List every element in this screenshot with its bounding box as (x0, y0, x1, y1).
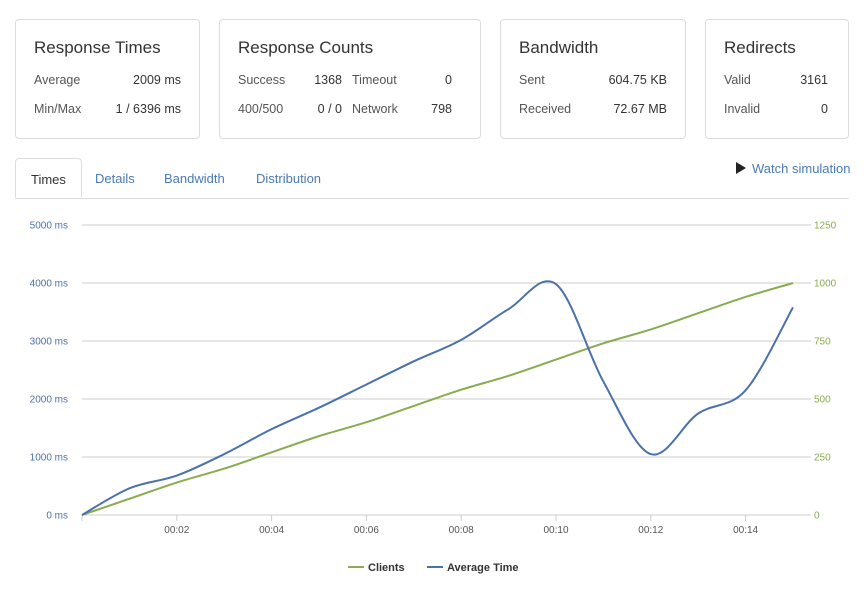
clients-series-line (81, 282, 794, 516)
y-left-tick-label: 3000 ms (30, 337, 68, 348)
y-left-tick-label: 1000 ms (30, 453, 68, 464)
x-tick-label: 00:06 (354, 525, 379, 536)
response-times-title: Response Times (34, 38, 161, 57)
received-label: Received (519, 102, 572, 116)
y-left-tick-label: 4000 ms (30, 279, 68, 290)
errors-label: 400/500 (238, 102, 284, 116)
x-tick-label: 00:04 (259, 525, 284, 536)
minmax-label: Min/Max (34, 102, 82, 116)
watch-simulation-link[interactable]: Watch simulation (736, 161, 851, 176)
redirects-title: Redirects (724, 38, 796, 57)
valid-label: Valid (724, 73, 751, 87)
y-right-tick-label: 1250 (814, 221, 837, 232)
errors-value: 0 / 0 (317, 102, 342, 116)
y-right-tick-label: 0 (814, 511, 820, 522)
average-value: 2009 ms (133, 73, 181, 87)
y-left-tick-label: 2000 ms (30, 395, 68, 406)
success-label: Success (238, 73, 286, 87)
invalid-value: 0 (821, 102, 828, 116)
received-value: 72.67 MB (613, 102, 667, 116)
watch-simulation-label: Watch simulation (752, 161, 851, 176)
tab-distribution[interactable]: Distribution (256, 171, 322, 186)
success-value: 1368 (314, 73, 342, 87)
x-tick-label: 00:12 (638, 525, 663, 536)
x-tick-label: 00:14 (733, 525, 758, 536)
x-tick-label: 00:08 (449, 525, 474, 536)
response-times-chart: 0 ms 0 1000 ms 250 2000 ms 500 3000 ms 750 4000 … (30, 221, 837, 575)
chart-tabs: Times Details Bandwidth Distribution (15, 158, 849, 199)
response-counts-title: Response Counts (238, 38, 374, 57)
response-counts-card: Response Counts Success 1368 Timeout 0 4… (219, 19, 481, 139)
average-time-series-line (81, 280, 794, 516)
x-tick-label: 00:02 (164, 525, 189, 536)
x-tick-label: 00:10 (543, 525, 568, 536)
sent-label: Sent (519, 73, 545, 87)
bandwidth-title: Bandwidth (519, 38, 599, 57)
tab-details[interactable]: Details (95, 171, 135, 186)
y-left-tick-label: 0 ms (46, 511, 68, 522)
y-right-tick-label: 1000 (814, 279, 837, 290)
y-left-tick-label: 5000 ms (30, 221, 68, 232)
invalid-label: Invalid (724, 102, 761, 116)
y-right-tick-label: 750 (814, 337, 831, 348)
redirects-card: Redirects Valid 3161 Invalid 0 (705, 19, 849, 139)
average-label: Average (34, 73, 81, 87)
clients-legend-label: Clients (368, 562, 405, 574)
tab-times[interactable]: Times (15, 158, 82, 198)
play-icon (736, 162, 746, 174)
network-label: Network (352, 102, 398, 116)
minmax-value: 1 / 6396 ms (115, 102, 181, 116)
average-time-legend-label: Average Time (447, 562, 519, 574)
y-right-tick-label: 250 (814, 453, 831, 464)
tab-bandwidth[interactable]: Bandwidth (164, 171, 225, 186)
valid-value: 3161 (800, 73, 828, 87)
bandwidth-card: Bandwidth Sent 604.75 KB Received 72.67 … (500, 19, 686, 139)
sent-value: 604.75 KB (608, 73, 667, 87)
y-right-tick-label: 500 (814, 395, 831, 406)
timeout-value: 0 (445, 73, 452, 87)
timeout-label: Timeout (352, 73, 397, 87)
response-times-card: Response Times Average 2009 ms Min/Max 1… (15, 19, 200, 139)
network-value: 798 (431, 102, 452, 116)
